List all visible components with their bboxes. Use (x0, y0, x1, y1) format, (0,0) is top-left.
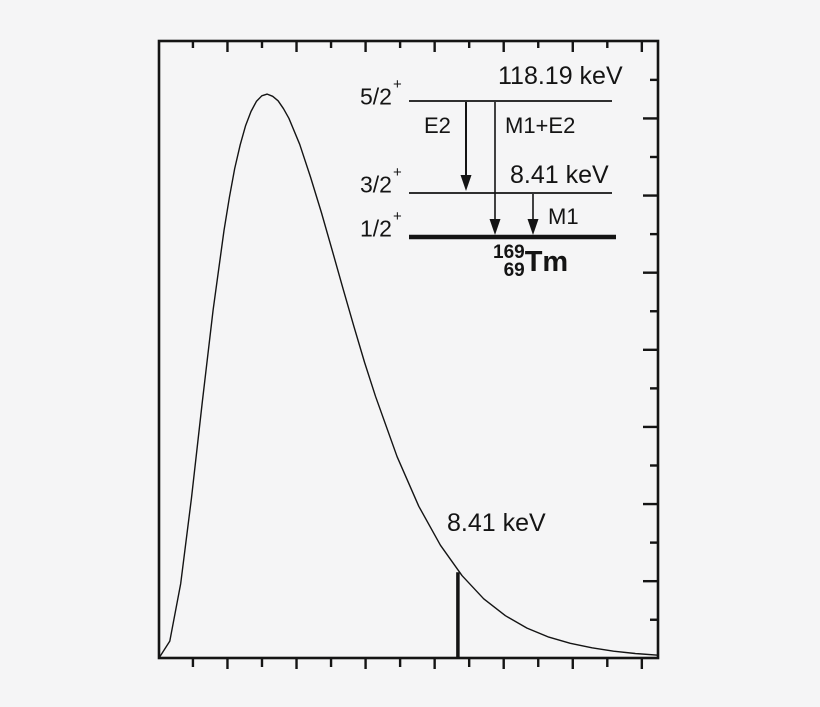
transition-label-e2: E2 (424, 113, 451, 138)
spin-value: 1/2 (360, 215, 392, 242)
nuclide-label: 169 69 Tm (493, 242, 569, 282)
transition-arrowhead-2 (527, 219, 539, 235)
nuclide-numbers: 169 69 (493, 242, 525, 282)
transition-label-m1: M1 (548, 204, 579, 229)
spin-label-1-2: 1/2+ (360, 208, 402, 242)
atomic-number: 69 (503, 260, 525, 282)
element-symbol: Tm (524, 245, 569, 278)
transition-arrowhead-0 (460, 175, 472, 191)
parity-superscript: + (392, 76, 402, 93)
mass-number: 169 (493, 242, 525, 263)
spectrum-curve (158, 93, 659, 659)
marker-energy-label: 8.41 keV (447, 509, 546, 537)
spin-label-3-2: 3/2+ (360, 164, 402, 198)
transition-label-m1e2: M1+E2 (505, 113, 576, 138)
transition-arrowhead-1 (489, 219, 501, 235)
axis-frame (157, 39, 660, 660)
parity-superscript: + (392, 208, 402, 225)
spin-value: 5/2 (360, 83, 392, 110)
parity-superscript: + (392, 164, 402, 181)
spin-value: 3/2 (360, 171, 392, 198)
level-energy-label-118: 118.19 keV (498, 62, 623, 90)
level-energy-label-8-41: 8.41 keV (510, 161, 609, 189)
spin-label-5-2: 5/2+ (360, 76, 402, 110)
